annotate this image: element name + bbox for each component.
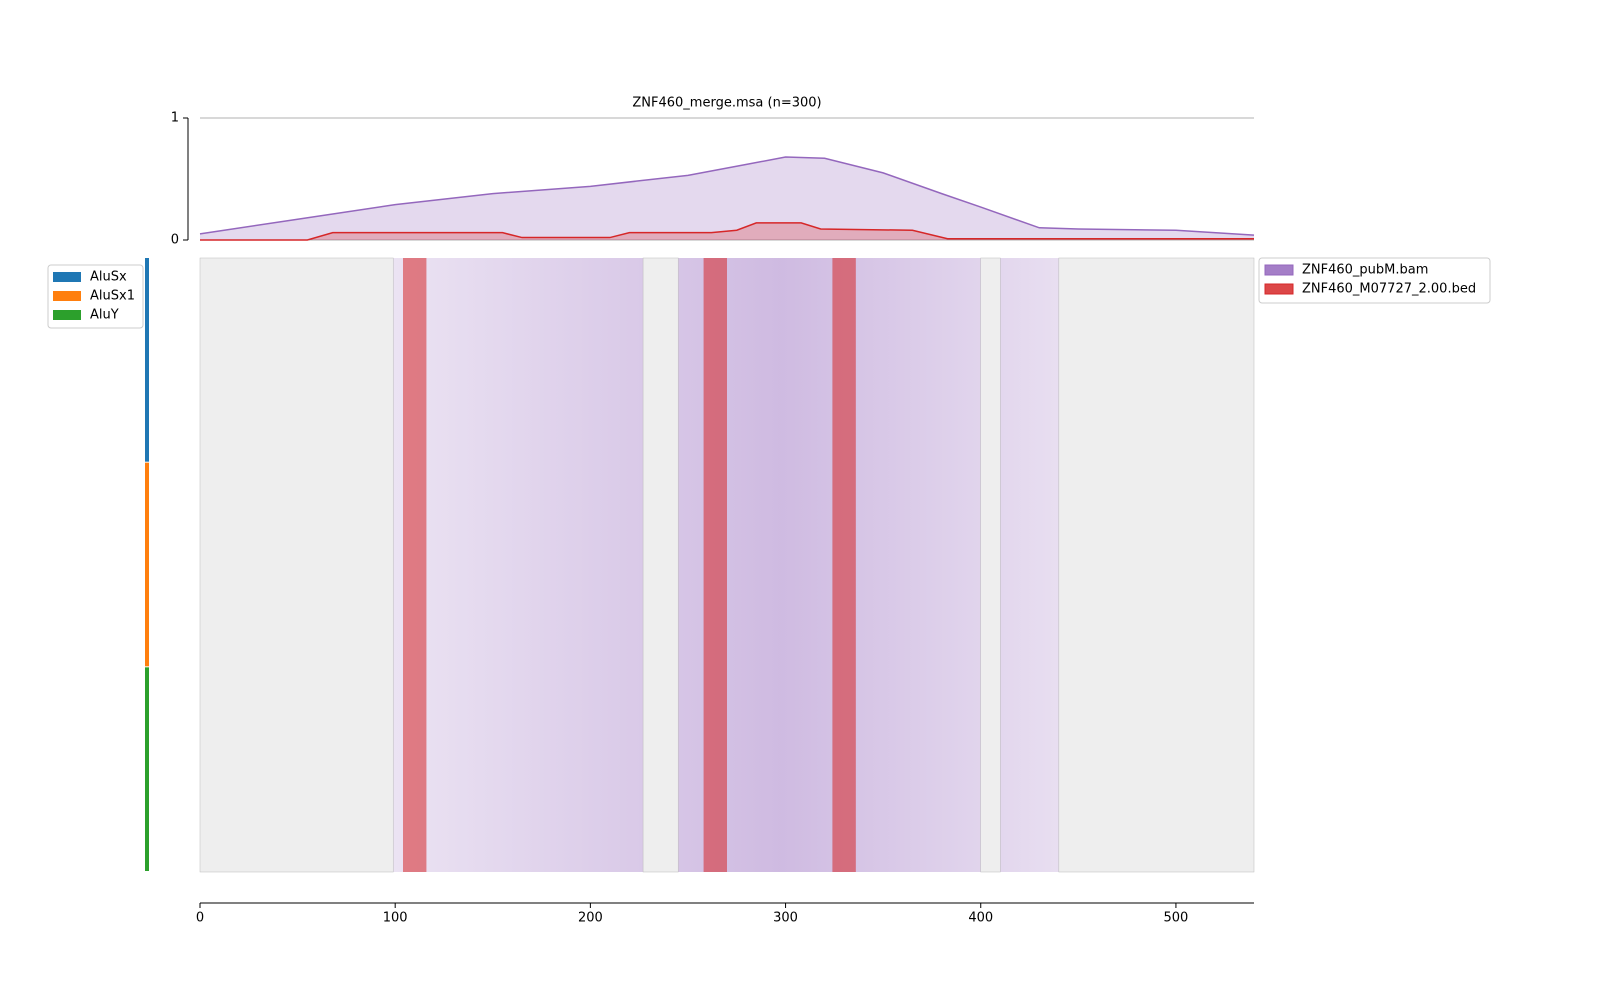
series-line <box>200 222 1254 241</box>
group-legend-swatch <box>53 272 81 282</box>
x-tick-label: 300 <box>773 911 798 926</box>
motif-region <box>703 258 727 872</box>
legend-frame <box>1258 257 1491 304</box>
chart-title: ZNF460_merge.msa (n=300) <box>632 96 821 111</box>
group-bar <box>145 667 149 871</box>
gap-region <box>642 257 679 873</box>
x-tick-label: 200 <box>578 911 603 926</box>
y-tick-label: 0 <box>171 233 179 248</box>
series-area <box>200 157 1254 240</box>
gap-region <box>199 257 394 873</box>
legend-swatch <box>1264 264 1294 276</box>
group-legend-label: AluSx1 <box>90 289 135 304</box>
motif-region <box>402 258 427 872</box>
series-line <box>199 156 1255 236</box>
group-legend-swatch <box>53 310 81 320</box>
motif-region <box>832 258 856 872</box>
x-tick-label: 100 <box>383 911 408 926</box>
gap-region <box>980 257 1001 873</box>
legend-label: ZNF460_pubM.bam <box>1302 263 1428 278</box>
group-legend-label: AluY <box>90 308 119 323</box>
group-bar <box>145 258 149 462</box>
legend-label: ZNF460_M07727_2.00.bed <box>1302 282 1476 297</box>
x-tick-label: 0 <box>196 911 204 926</box>
x-tick-label: 400 <box>968 911 993 926</box>
group-bar <box>145 462 149 667</box>
x-tick-label: 500 <box>1164 911 1189 926</box>
y-tick-label: 1 <box>171 111 179 126</box>
gap-region <box>1058 257 1255 873</box>
group-legend-label: AluSx <box>90 270 127 285</box>
legend-swatch <box>1264 283 1294 295</box>
group-legend-swatch <box>53 291 81 301</box>
